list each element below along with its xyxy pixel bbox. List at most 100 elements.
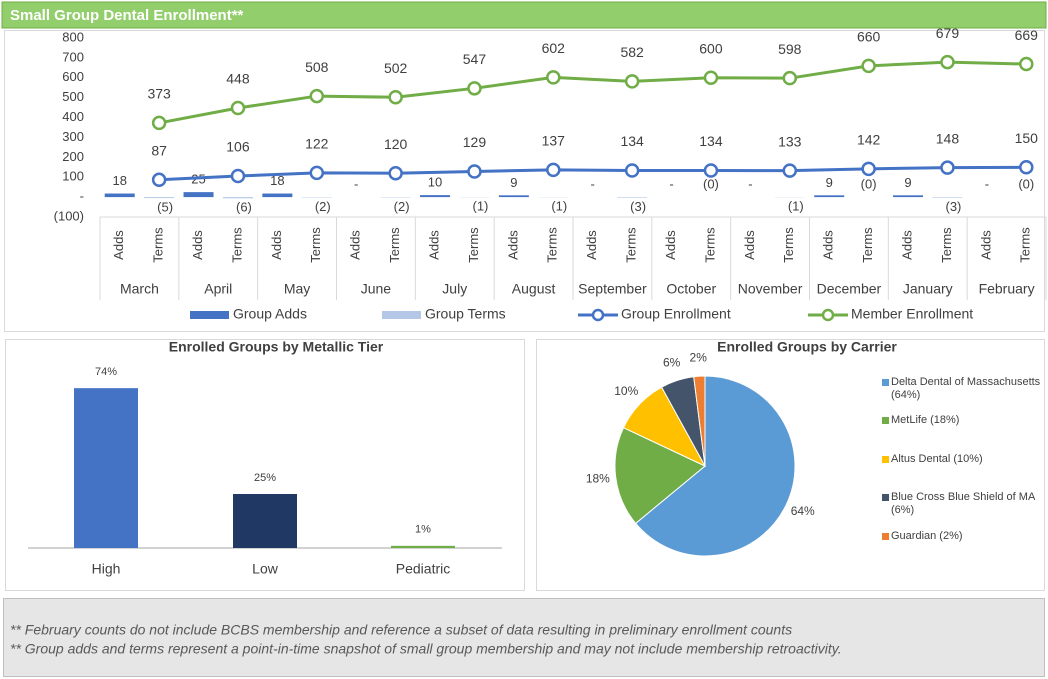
- bar: [104, 193, 135, 198]
- pie-slice: [693, 375, 706, 467]
- data-label: (0): [1018, 177, 1034, 192]
- x-subcategory-label: Terms: [702, 227, 717, 263]
- marker: [151, 115, 167, 131]
- legend-label: Delta Dental of Massachusetts (64%): [891, 376, 1041, 401]
- data-label: 64%: [791, 504, 815, 518]
- x-subcategory-label: Terms: [308, 227, 323, 263]
- x-tick-label: September: [578, 281, 647, 297]
- bar: [233, 494, 297, 548]
- x-tick-label: August: [512, 281, 556, 297]
- data-label: 87: [151, 143, 167, 159]
- x-tick-label: Low: [252, 561, 279, 577]
- data-label: -: [591, 177, 595, 192]
- marker: [388, 165, 403, 181]
- x-subcategory-label: Adds: [111, 230, 126, 260]
- y-tick-label: 600: [62, 69, 84, 84]
- legend-label: Group Adds: [233, 306, 307, 322]
- marker: [861, 58, 876, 74]
- legend-swatch: [882, 494, 889, 501]
- marker: [782, 70, 798, 86]
- data-label: 547: [463, 51, 487, 67]
- note: ** Group adds and terms represent a poin…: [10, 641, 842, 657]
- legend-label: MetLife (18%): [891, 414, 960, 426]
- data-label: 18%: [586, 472, 610, 486]
- marker: [1019, 160, 1034, 175]
- data-label: 9: [904, 175, 911, 190]
- bar: [391, 545, 455, 548]
- data-label: 1%: [415, 524, 431, 536]
- x-tick-label: May: [284, 281, 310, 297]
- bar: [617, 197, 648, 198]
- data-label: -: [354, 177, 358, 192]
- marker: [940, 54, 955, 70]
- data-label: 9: [826, 175, 833, 190]
- data-label: 134: [699, 133, 723, 149]
- y-tick-label: 500: [62, 89, 84, 104]
- data-label: 582: [620, 44, 644, 60]
- x-subcategory-label: Terms: [229, 227, 244, 263]
- legend-swatch: [382, 311, 421, 319]
- legend-item: Blue Cross Blue Shield of MA (6%): [882, 491, 1048, 517]
- x-tick-label: October: [666, 281, 716, 297]
- data-label: (5): [157, 200, 173, 215]
- marker: [1019, 56, 1034, 72]
- y-tick-label: -: [80, 189, 84, 204]
- data-label: 122: [305, 136, 329, 152]
- data-label: 508: [305, 59, 329, 75]
- x-tick-label: November: [738, 281, 803, 297]
- x-tick-label: High: [92, 561, 121, 577]
- x-subcategory-label: Adds: [190, 230, 205, 260]
- x-subcategory-label: Terms: [151, 227, 166, 263]
- x-subcategory-label: Terms: [781, 227, 796, 263]
- data-label: 9: [510, 175, 517, 190]
- x-tick-label: March: [120, 281, 159, 297]
- legend-label: Group Enrollment: [621, 306, 731, 322]
- y-tick-label: 100: [62, 169, 84, 184]
- x-subcategory-label: Adds: [584, 230, 599, 260]
- x-subcategory-label: Adds: [269, 230, 284, 260]
- marker: [782, 163, 798, 178]
- data-label: 137: [542, 133, 566, 149]
- y-tick-label: 400: [62, 109, 84, 124]
- bar: [498, 195, 529, 198]
- data-label: (1): [788, 199, 804, 214]
- data-label: (2): [394, 199, 410, 214]
- data-label: 18: [112, 173, 126, 188]
- x-subcategory-label: Terms: [1018, 227, 1033, 263]
- legend-swatch: [821, 308, 835, 322]
- y-tick-label: 800: [62, 29, 84, 44]
- header-bar: [1, 1, 1047, 29]
- x-subcategory-label: Terms: [624, 227, 639, 263]
- x-subcategory-label: Terms: [860, 227, 875, 263]
- data-label: 2%: [690, 350, 708, 364]
- x-tick-label: January: [903, 281, 953, 297]
- data-label: 602: [542, 40, 566, 56]
- legend-label: Group Terms: [425, 306, 506, 322]
- data-label: 373: [147, 86, 171, 102]
- marker: [546, 70, 561, 85]
- data-label: 74%: [95, 366, 117, 378]
- legend-label: Blue Cross Blue Shield of MA (6%): [891, 491, 1035, 516]
- marker: [230, 100, 246, 116]
- x-tick-label: April: [204, 281, 232, 297]
- data-label: 18: [270, 173, 284, 188]
- data-label: (3): [946, 199, 962, 214]
- data-label: 669: [1015, 27, 1039, 43]
- legend-label: Altus Dental (10%): [891, 453, 983, 465]
- data-label: 129: [463, 134, 487, 150]
- line: [159, 165, 1027, 182]
- x-tick-label: December: [817, 281, 882, 297]
- legend-swatch: [882, 533, 889, 540]
- data-label: 600: [699, 40, 723, 56]
- legend-label: Guardian (2%): [891, 530, 963, 542]
- x-tick-label: June: [361, 281, 392, 297]
- legend-swatch: [591, 308, 605, 322]
- data-label: (1): [551, 199, 567, 214]
- x-subcategory-label: Adds: [663, 230, 678, 260]
- legend-item: Guardian (2%): [882, 530, 1048, 543]
- data-label: 106: [226, 139, 250, 155]
- marker: [467, 164, 482, 179]
- data-label: 25%: [254, 472, 276, 484]
- x-tick-label: February: [979, 281, 1035, 297]
